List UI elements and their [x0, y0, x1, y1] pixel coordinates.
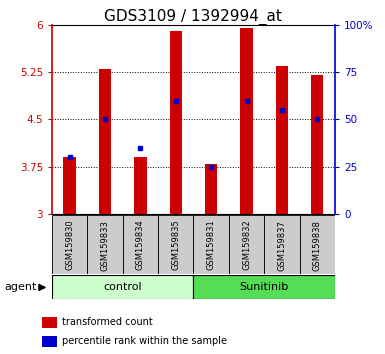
- Text: GSM159837: GSM159837: [277, 219, 286, 270]
- Bar: [193, 275, 335, 299]
- Text: GDS3109 / 1392994_at: GDS3109 / 1392994_at: [104, 9, 281, 25]
- Text: agent: agent: [5, 282, 37, 292]
- Text: GSM159832: GSM159832: [242, 219, 251, 270]
- Text: control: control: [104, 282, 142, 292]
- Bar: [52, 275, 193, 299]
- Text: Sunitinib: Sunitinib: [239, 282, 289, 292]
- Text: GSM159834: GSM159834: [136, 219, 145, 270]
- Bar: [99, 69, 111, 214]
- Bar: [264, 215, 300, 274]
- Bar: [300, 215, 335, 274]
- Bar: [229, 215, 264, 274]
- Bar: [42, 317, 57, 328]
- Bar: [158, 215, 193, 274]
- Bar: [311, 75, 323, 214]
- Text: GSM159835: GSM159835: [171, 219, 180, 270]
- Bar: [240, 28, 253, 214]
- Bar: [123, 215, 158, 274]
- Text: GSM159833: GSM159833: [100, 219, 110, 270]
- Text: percentile rank within the sample: percentile rank within the sample: [62, 336, 226, 346]
- Text: GSM159830: GSM159830: [65, 219, 74, 270]
- Text: GSM159831: GSM159831: [207, 219, 216, 270]
- Bar: [42, 336, 57, 347]
- Bar: [64, 157, 76, 214]
- Bar: [169, 31, 182, 214]
- Bar: [205, 164, 218, 214]
- Bar: [276, 66, 288, 214]
- Bar: [87, 215, 123, 274]
- Bar: [52, 215, 87, 274]
- Bar: [134, 157, 147, 214]
- Text: transformed count: transformed count: [62, 317, 152, 327]
- Text: GSM159838: GSM159838: [313, 219, 322, 270]
- Bar: [193, 215, 229, 274]
